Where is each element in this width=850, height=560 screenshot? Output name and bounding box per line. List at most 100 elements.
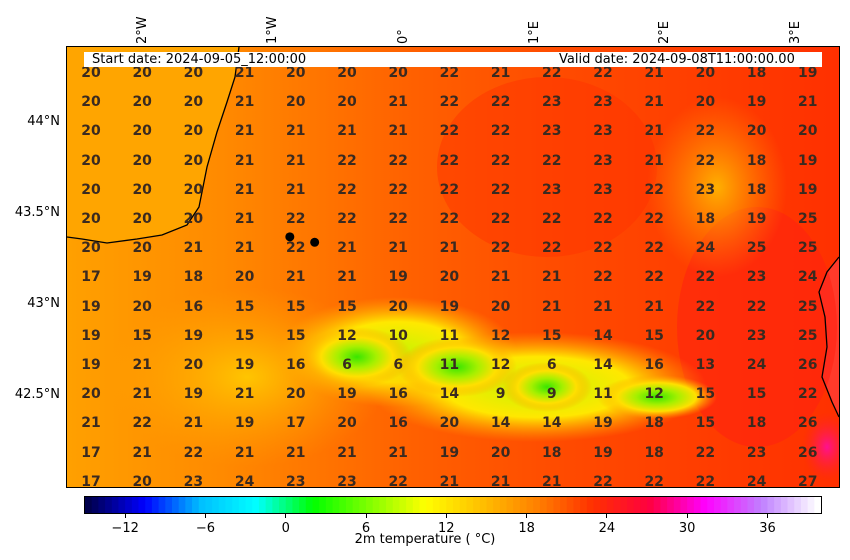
temp-label: 21 — [798, 94, 818, 111]
colorbar-segment — [98, 497, 106, 513]
colorbar-segment — [372, 497, 380, 513]
colorbar-tick-mark — [766, 514, 768, 518]
lat-label-44n: 44°N — [27, 114, 60, 129]
temp-label: 21 — [132, 386, 152, 403]
temperature-map — [67, 47, 839, 487]
colorbar-segment — [660, 497, 668, 513]
temp-label: 21 — [490, 269, 511, 286]
temp-label: 20 — [388, 65, 408, 81]
colorbar-segment — [345, 497, 354, 513]
lon-label-1w: 1°W — [265, 16, 280, 44]
temp-label: 18 — [746, 152, 767, 169]
temp-label: 21 — [542, 269, 562, 286]
temp-label: 22 — [644, 211, 664, 227]
temp-label: 21 — [234, 386, 255, 403]
colorbar-tick-label: −12 — [111, 521, 139, 536]
temp-label: 23 — [746, 269, 767, 286]
temp-label: 21 — [234, 65, 255, 81]
temp-label: 23 — [542, 123, 562, 140]
temp-label: 22 — [542, 211, 562, 227]
temp-label: 21 — [234, 444, 255, 461]
temp-label: 21 — [337, 240, 357, 257]
colorbar-segment — [305, 497, 314, 513]
temp-label: 22 — [439, 94, 460, 111]
temp-label: 22 — [286, 240, 306, 257]
lat-label-43-5n: 43.5°N — [14, 205, 60, 220]
colorbar-segment — [486, 497, 494, 513]
temp-label: 19 — [439, 298, 460, 315]
temp-label: 21 — [234, 181, 255, 198]
colorbar-tick-mark — [526, 514, 528, 518]
colorbar-tick-mark — [204, 514, 206, 518]
city-point-1 — [285, 232, 295, 242]
temp-label: 13 — [695, 357, 716, 373]
temp-label: 19 — [388, 269, 408, 286]
temp-label: 21 — [337, 444, 357, 461]
colorbar-segment — [533, 497, 541, 513]
temp-label: 20 — [132, 123, 152, 140]
colorbar-segment — [359, 497, 367, 513]
temp-label: 21 — [183, 415, 204, 432]
colorbar-segment — [446, 497, 454, 513]
colorbar-segment — [285, 497, 294, 513]
colorbar-segment — [91, 497, 99, 513]
temp-label: 21 — [234, 123, 255, 140]
temp-label: 26 — [798, 444, 818, 461]
temp-label: 21 — [388, 240, 408, 257]
temp-label: 21 — [490, 65, 511, 81]
temp-label: 17 — [286, 415, 306, 432]
temp-label: 22 — [746, 298, 767, 315]
temp-label: 19 — [798, 181, 818, 198]
colorbar-segment — [499, 497, 508, 513]
temp-label: 23 — [746, 444, 767, 461]
temp-label: 15 — [746, 386, 767, 403]
temp-label: 15 — [337, 298, 357, 315]
temp-label: 22 — [337, 181, 357, 198]
temp-label: 20 — [81, 386, 101, 403]
temp-label: 15 — [695, 415, 716, 432]
temp-label: 18 — [746, 415, 767, 432]
temp-label: 20 — [695, 94, 716, 111]
temp-label: 22 — [695, 444, 716, 461]
colorbar-segment — [566, 497, 575, 513]
temp-label: 9 — [546, 386, 557, 403]
colorbar-segment — [205, 497, 213, 513]
temp-label: 22 — [695, 269, 716, 286]
temp-label: 14 — [593, 357, 613, 373]
temp-label: 22 — [490, 211, 511, 227]
temp-label: 20 — [183, 211, 204, 227]
temp-label: 14 — [593, 327, 613, 344]
colorbar-segment — [312, 497, 320, 513]
temp-label: 21 — [132, 444, 152, 461]
temp-label: 22 — [644, 269, 664, 286]
temp-label: 22 — [593, 269, 613, 286]
colorbar-segment — [519, 497, 528, 513]
temp-label: 11 — [439, 327, 460, 344]
colorbar-segment — [245, 497, 253, 513]
colorbar-segment — [780, 497, 789, 513]
colorbar-segment — [426, 497, 434, 513]
temp-label: 16 — [388, 386, 408, 403]
temp-label: 21 — [388, 444, 408, 461]
temp-label: 21 — [183, 240, 204, 257]
start-date-label: Start date: 2024-09-05_12:00:00 — [92, 52, 307, 67]
temp-label: 21 — [644, 152, 664, 169]
colorbar-segment — [178, 497, 186, 513]
temp-label: 18 — [746, 65, 767, 81]
temp-label: 22 — [490, 240, 511, 257]
temp-label: 20 — [81, 181, 101, 198]
colorbar-segment — [325, 497, 334, 513]
temp-label: 19 — [183, 386, 204, 403]
valid-date-label: Valid date: 2024-09-08T11:00:00.00 — [559, 52, 795, 67]
temp-label: 23 — [593, 181, 613, 198]
temp-label: 20 — [337, 94, 357, 111]
temp-label: 21 — [593, 298, 613, 315]
temp-label: 22 — [439, 211, 460, 227]
map-panel: 20 20 20 21 20 20 20 22 21 22 22 21 20 18 19 20 20 20 21 20… — [66, 46, 840, 488]
temp-label: 20 — [132, 65, 152, 81]
colorbar-segment — [279, 497, 287, 513]
temp-label: 24 — [746, 473, 767, 488]
temp-label: 23 — [183, 473, 204, 488]
temp-label: 22 — [439, 181, 460, 198]
colorbar-segment — [165, 497, 173, 513]
